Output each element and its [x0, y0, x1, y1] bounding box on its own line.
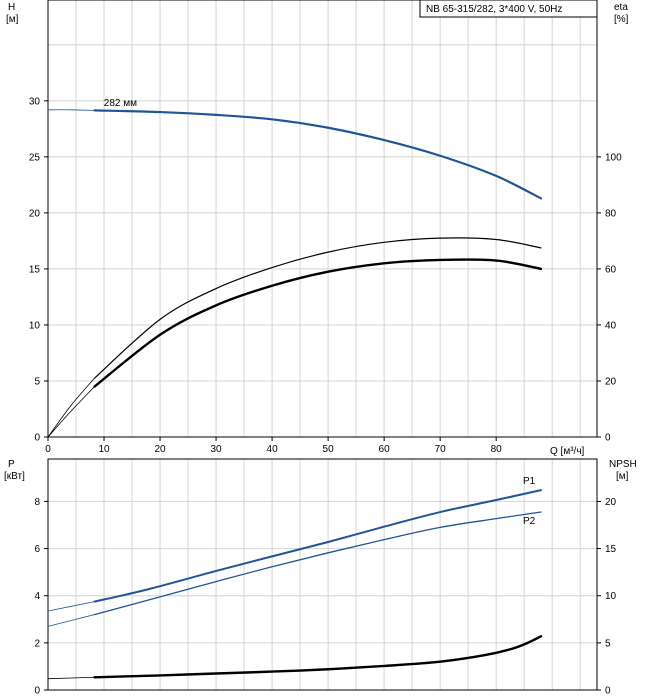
x-tick-label: 10	[98, 444, 110, 455]
right-tick-label: 100	[605, 152, 622, 163]
left-tick-label: 0	[34, 686, 40, 697]
series-line-p1-extension	[47, 601, 95, 612]
chart-title: NB 65-315/282, 3*400 V, 50Hz	[426, 4, 562, 15]
left-tick-label: 2	[34, 638, 40, 649]
right-tick-label: 10	[605, 591, 617, 602]
left-tick-label: 8	[34, 497, 40, 508]
x-tick-label: 70	[435, 444, 447, 455]
left-tick-label: 6	[34, 544, 40, 555]
impeller-diameter-label: 282 мм	[104, 98, 137, 109]
series-line-npsh	[93, 635, 543, 679]
h-axis-label: H	[8, 2, 15, 13]
x-axis: 0 10 20 30 40 50 60 70 80	[45, 437, 502, 455]
eta-axis-label: eta	[614, 2, 628, 13]
right-tick-label: 5	[605, 638, 611, 649]
left-tick-label: 4	[34, 591, 40, 602]
left-tick-label: 5	[34, 376, 40, 387]
upper-left-axis: 0 5 10 15 20 25 30	[29, 96, 48, 444]
left-tick-label: 15	[29, 264, 41, 275]
x-tick-label: 50	[323, 444, 335, 455]
right-tick-label: 60	[605, 264, 617, 275]
series-line-p2-extension	[47, 614, 95, 627]
series-line-eta-thin	[93, 237, 542, 379]
lower-right-axis: 0 5 10 15 20	[597, 497, 617, 697]
right-tick-label: 0	[605, 433, 611, 444]
series-label-p1: P1	[523, 476, 536, 487]
left-tick-label: 30	[29, 96, 41, 107]
series-line-p2	[93, 511, 542, 616]
eta-axis-unit: [%]	[614, 14, 629, 25]
right-tick-label: 20	[605, 376, 617, 387]
h-axis-unit: [м]	[6, 14, 19, 25]
x-axis-label: Q [м³/ч]	[550, 446, 585, 457]
upper-series	[47, 109, 543, 438]
upper-grid	[48, 0, 597, 437]
right-tick-label: 40	[605, 320, 617, 331]
series-label-p2: P2	[523, 516, 536, 527]
npsh-axis-unit: [м]	[616, 471, 629, 482]
npsh-axis-label: NPSH	[609, 459, 637, 470]
series-line-eta-thick-extension	[47, 386, 95, 438]
p-axis-label: P	[8, 459, 15, 470]
left-tick-label: 0	[34, 433, 40, 444]
upper-panel: 0 5 10 15 20 25 30 0 20 40 60 80 100 0 10 20 30 40 50 60 7…	[6, 0, 629, 457]
series-line-eta-thin-extension	[47, 377, 95, 438]
right-tick-label: 0	[605, 686, 611, 697]
series-line-npsh-extension	[47, 676, 95, 680]
x-tick-label: 60	[379, 444, 391, 455]
series-line-h	[93, 109, 543, 200]
series-line-h-extension	[47, 109, 95, 111]
right-tick-label: 20	[605, 497, 617, 508]
left-tick-label: 10	[29, 320, 41, 331]
x-tick-label: 20	[154, 444, 166, 455]
lower-panel: 0 2 4 6 8 0 5 10 15 20 P [кВт] NPSH [м] P1 P2	[4, 458, 637, 697]
upper-plot-frame	[47, 0, 598, 438]
x-tick-label: 30	[210, 444, 222, 455]
lower-grid	[48, 459, 597, 690]
x-tick-label: 40	[267, 444, 279, 455]
right-tick-label: 15	[605, 544, 617, 555]
x-tick-label: 0	[45, 444, 51, 455]
series-line-p1	[93, 489, 542, 603]
series-line-eta-thick	[93, 258, 543, 388]
left-tick-label: 20	[29, 208, 41, 219]
lower-plot-frame	[47, 458, 598, 691]
left-tick-label: 25	[29, 152, 41, 163]
x-tick-label: 80	[491, 444, 503, 455]
right-tick-label: 80	[605, 208, 617, 219]
lower-series	[47, 489, 543, 680]
chart-title-box: NB 65-315/282, 3*400 V, 50Hz	[419, 0, 598, 18]
p-axis-unit: [кВт]	[4, 471, 25, 482]
lower-left-axis: 0 2 4 6 8	[34, 497, 48, 697]
upper-right-axis: 0 20 40 60 80 100	[597, 152, 622, 444]
